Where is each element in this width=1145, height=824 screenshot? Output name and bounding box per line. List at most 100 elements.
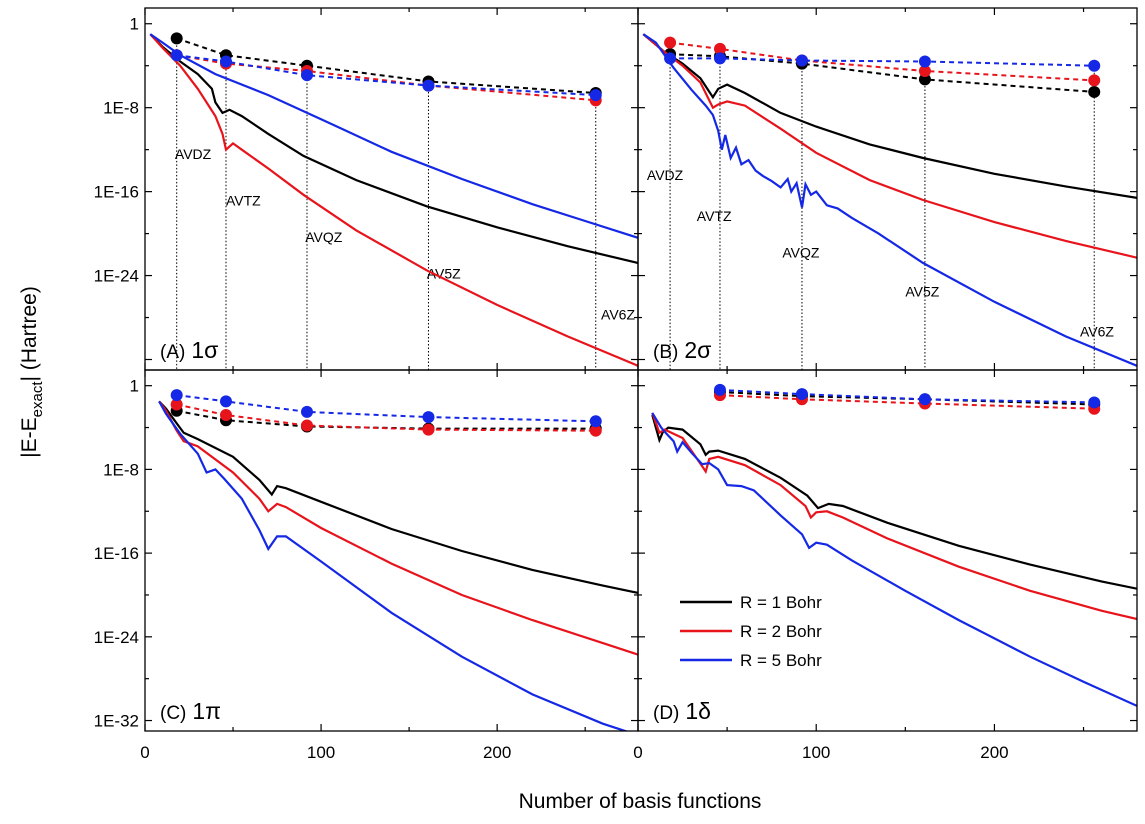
- panel-b-frame: [637, 7, 1138, 371]
- panel-d-tag: (D) 1δ: [653, 698, 711, 724]
- panel-c-curve-2: [158, 400, 638, 656]
- panel-d-point: [1088, 396, 1101, 409]
- panel-c-ytick-label: 1E-8: [103, 460, 139, 479]
- panel-b-point: [918, 64, 931, 77]
- panel-c-tag-state: 1π: [192, 698, 221, 724]
- panel-b-point: [795, 54, 808, 67]
- panel-c: 0 100 200 1 1E-8 1E-16 1E-24 1E-32 (C) 1π: [94, 369, 639, 762]
- panel-d-dashed-3: [719, 388, 1095, 404]
- panel-d-point: [713, 383, 726, 396]
- panel-a: 1 1E-8 1E-16 1E-24 AVDZ AVTZ AVQZ AV5Z AV6Z (A) 1σ: [94, 7, 639, 371]
- panel-b-tag: (B) 2σ: [653, 337, 711, 363]
- panel-c-point: [422, 423, 435, 436]
- panel-d: 0 100 200 (D) 1δ: [633, 369, 1138, 762]
- panel-d-curve-2: [651, 412, 1137, 621]
- panel-c-point: [589, 424, 602, 437]
- panel-d-frame: [637, 369, 1138, 732]
- panel-b: AVDZ AVTZ AVQZ AV5Z AV6Z (B) 2σ: [637, 7, 1138, 371]
- panel-b-point: [918, 73, 931, 86]
- panel-d-curve-3: [651, 412, 1137, 707]
- panel-b-dashed-3: [670, 57, 1095, 67]
- panel-a-tag-state: 1σ: [191, 337, 218, 363]
- panel-c-ytick-label: 1E-24: [94, 628, 139, 647]
- panel-d-point: [918, 393, 931, 406]
- panel-a-plot-area: [149, 32, 638, 367]
- panel-a-tag: (A) 1σ: [160, 337, 218, 363]
- y-axis-title-tail: | (Hartree): [18, 286, 41, 381]
- panel-a-dashed-2: [176, 54, 596, 102]
- panel-c-curve-3: [158, 400, 629, 731]
- panel-a-basis-label: AVDZ: [175, 146, 212, 162]
- panel-b-basis-label: AVTZ: [697, 208, 732, 224]
- panel-a-point: [170, 32, 183, 45]
- panel-b-point: [1088, 85, 1101, 98]
- panel-a-point: [170, 49, 183, 62]
- legend-label-1: R = 1 Bohr: [740, 593, 822, 612]
- panel-d-curve-1: [651, 414, 1137, 590]
- panel-b-point: [713, 52, 726, 65]
- panel-a-ytick-label: 1: [130, 15, 139, 34]
- panel-a-basis-label: AVQZ: [305, 229, 343, 245]
- y-axis-title-subscript: exact: [29, 381, 46, 418]
- panel-c-xtick-label: 200: [483, 743, 511, 762]
- panel-b-point: [1088, 59, 1101, 72]
- panel-b-point: [713, 42, 726, 55]
- panel-c-point: [219, 408, 232, 421]
- panel-c-dashed-1: [176, 409, 596, 430]
- panel-d-tag-state: 1δ: [685, 698, 711, 724]
- panel-b-tag-letter: (B): [653, 342, 678, 363]
- x-axis-title: Number of basis functions: [519, 790, 762, 813]
- panel-c-plot-area: [158, 389, 638, 731]
- panel-a-ytick-label: 1E-16: [94, 183, 139, 202]
- panel-b-point: [664, 36, 677, 49]
- panel-a-point: [422, 79, 435, 92]
- panel-c-xtick-label: 0: [140, 743, 149, 762]
- panel-b-basis-label: AVDZ: [647, 167, 684, 183]
- panel-b-point: [1088, 74, 1101, 87]
- panel-c-point: [300, 419, 313, 432]
- panel-b-basis-label: AV6Z: [1080, 323, 1114, 339]
- panel-c-ytick-label: 1E-16: [94, 544, 139, 563]
- panel-c-dashed-2: [176, 403, 596, 432]
- panel-c-point: [219, 395, 232, 408]
- panel-c-curve-1: [158, 400, 638, 594]
- panel-a-basis-label: AV5Z: [427, 266, 461, 282]
- panel-c-frame: [144, 369, 639, 732]
- panel-c-dashed-3: [176, 394, 596, 423]
- panel-a-basis-label: AVTZ: [226, 192, 261, 208]
- panel-b-curve-1: [642, 33, 1137, 199]
- y-axis-title: |E-Eexact| (Hartree): [18, 286, 46, 458]
- panel-d-tag-letter: (D): [653, 703, 679, 724]
- panel-b-dashed-1: [670, 53, 1095, 93]
- panel-b-basis-label: AVQZ: [782, 245, 820, 261]
- panel-c-point: [170, 389, 183, 402]
- panel-a-frame: [144, 7, 639, 371]
- panel-a-point: [219, 55, 232, 68]
- panel-a-ytick-label: 1E-24: [94, 267, 139, 286]
- panels: 1 1E-8 1E-16 1E-24 AVDZ AVTZ AVQZ AV5Z AV6Z (A) 1σ…: [94, 7, 1138, 762]
- panel-b-point: [664, 52, 677, 65]
- panel-b-basis-label: AV5Z: [905, 284, 939, 300]
- panel-d-xtick-label: 100: [802, 743, 830, 762]
- legend-label-2: R = 2 Bohr: [740, 622, 822, 641]
- panel-a-point: [589, 89, 602, 102]
- panel-c-point: [422, 411, 435, 424]
- legend-label-3: R = 5 Bohr: [740, 651, 822, 670]
- panel-d-dashed-1: [719, 391, 1095, 406]
- panel-b-curve-2: [642, 33, 1137, 259]
- panel-a-ytick-label: 1E-8: [103, 99, 139, 118]
- panel-c-tag-letter: (C): [160, 703, 186, 724]
- panel-c-point: [300, 405, 313, 418]
- panel-d-xtick-label: 200: [980, 743, 1008, 762]
- legend: R = 1 Bohr R = 2 Bohr R = 5 Bohr: [680, 593, 822, 670]
- panel-b-point: [918, 55, 931, 68]
- panel-b-curve-3: [642, 33, 1137, 367]
- panel-d-point: [795, 388, 808, 401]
- panel-c-point: [589, 415, 602, 428]
- panel-c-ytick-label: 1: [130, 377, 139, 396]
- panel-d-plot-area: [651, 383, 1137, 707]
- panel-c-ytick-label: 1E-32: [94, 712, 139, 731]
- panel-a-dashed-3: [176, 54, 596, 97]
- panel-c-xtick-label: 100: [307, 743, 335, 762]
